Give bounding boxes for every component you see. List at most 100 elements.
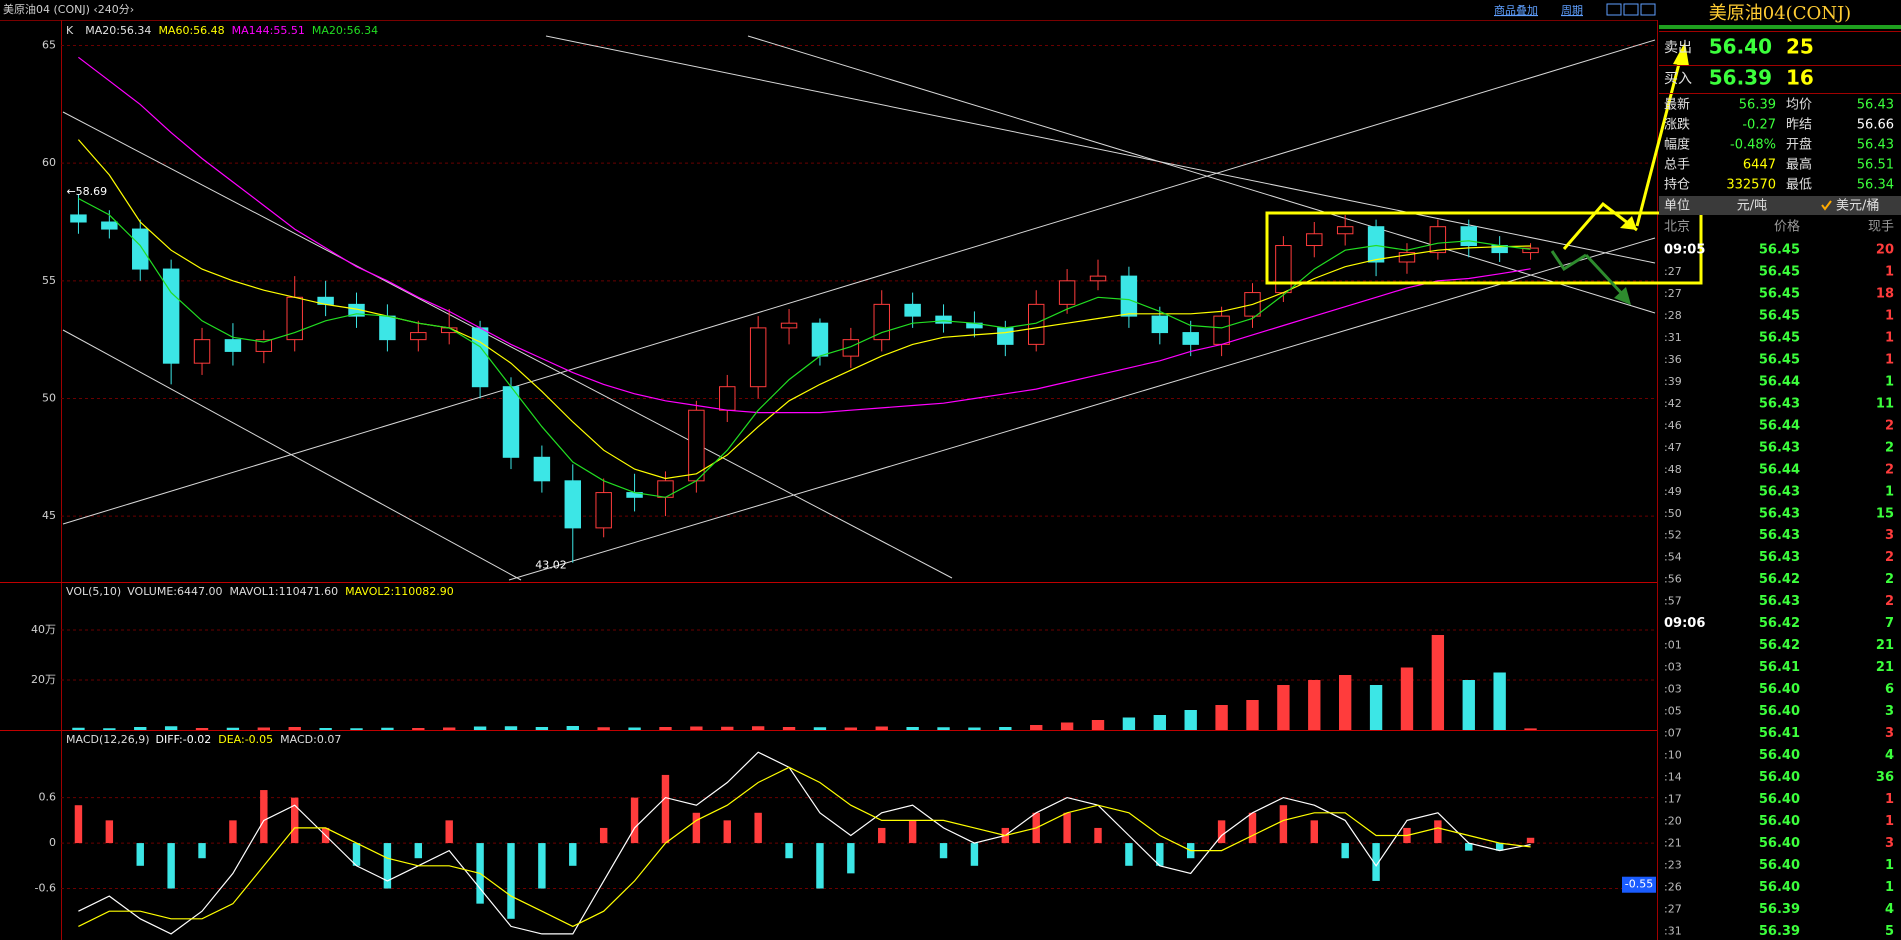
- tick-volume: 18: [1876, 286, 1894, 301]
- y-tick-label: 40万: [31, 623, 56, 636]
- book-label: 买入: [1664, 71, 1692, 87]
- candle-body: [1120, 275, 1138, 317]
- y-tick-label: 0.6: [39, 791, 57, 804]
- indicator-line: [78, 197, 1531, 498]
- check-icon[interactable]: [1821, 200, 1832, 211]
- macd-bar: [260, 790, 268, 844]
- tick-time: :31: [1664, 331, 1682, 344]
- tick-volume: 3: [1885, 704, 1894, 719]
- volume-bar: [443, 727, 456, 730]
- tick-volume: 4: [1885, 748, 1894, 763]
- unit-option[interactable]: 元/吨: [1737, 199, 1767, 214]
- macd-bar: [1310, 820, 1318, 844]
- macd-bar: [1094, 827, 1102, 844]
- stat-value: 56.43: [1857, 138, 1894, 153]
- tick-time: :03: [1664, 661, 1682, 674]
- tick-price: 56.43: [1759, 440, 1800, 455]
- stat-label: 开盘: [1786, 137, 1812, 153]
- tick-time: 09:05: [1664, 243, 1705, 258]
- tick-time: :03: [1664, 683, 1682, 696]
- tick-volume: 2: [1885, 462, 1894, 477]
- stat-value: -0.48%: [1730, 138, 1776, 153]
- candle-body: [1089, 275, 1107, 282]
- unit-bar: [1659, 196, 1901, 215]
- overlay-link[interactable]: 商品叠加: [1494, 3, 1538, 17]
- legend-entry: MA20:56.34: [312, 24, 378, 37]
- stat-value: -0.27: [1742, 118, 1776, 133]
- value-marker-label: -0.55: [1625, 878, 1653, 891]
- tick-price: 56.42: [1759, 638, 1800, 653]
- candle-body: [780, 322, 798, 329]
- volume-bar: [813, 727, 827, 730]
- volume-bar: [844, 727, 858, 730]
- y-tick-label: -0.6: [35, 882, 56, 895]
- candle-body: [997, 327, 1014, 345]
- stat-value: 56.34: [1857, 178, 1894, 193]
- trend-line: [62, 39, 1656, 525]
- macd-bar: [754, 812, 762, 844]
- tick-price: 56.45: [1759, 243, 1800, 258]
- indicator-line: [78, 766, 1531, 928]
- tick-time: :28: [1664, 309, 1682, 322]
- macd-bar: [1156, 843, 1164, 866]
- tick-volume: 3: [1885, 836, 1894, 851]
- candle-body: [379, 315, 396, 341]
- macd-bar: [878, 827, 886, 844]
- volume-bar: [782, 727, 796, 730]
- book-size: 25: [1786, 35, 1814, 59]
- y-tick-label: 45: [42, 509, 56, 522]
- button[interactable]: [1606, 3, 1622, 16]
- tick-time: :27: [1664, 902, 1682, 915]
- tick-time: :42: [1664, 397, 1682, 410]
- volume-bar: [690, 726, 703, 730]
- period-link[interactable]: 周期: [1561, 4, 1583, 17]
- instrument-title: 美原油04(CONJ): [1709, 3, 1851, 24]
- candle-body: [1213, 315, 1230, 345]
- macd-bar: [1341, 843, 1349, 859]
- column-header: 价格: [1774, 219, 1800, 235]
- volume-bar: [937, 727, 950, 730]
- button[interactable]: [1640, 3, 1656, 16]
- column-header: 现手: [1868, 220, 1894, 235]
- macd-bar: [661, 774, 670, 844]
- arrow-path: [1635, 55, 1683, 227]
- volume-bar: [1308, 680, 1321, 730]
- button[interactable]: [1623, 3, 1639, 16]
- candle-body: [935, 315, 952, 324]
- tick-time: :14: [1664, 771, 1682, 784]
- volume-bar: [1431, 635, 1445, 730]
- macd-bar: [198, 843, 206, 859]
- arrow-head: [1620, 216, 1637, 230]
- volume-bar: [1524, 728, 1537, 730]
- tick-volume: 1: [1885, 352, 1894, 367]
- arrow-head: [1614, 287, 1631, 305]
- tick-time: :48: [1664, 463, 1682, 476]
- tick-volume: 6: [1885, 682, 1894, 697]
- tick-time: :31: [1664, 924, 1682, 937]
- tick-time: :39: [1664, 375, 1682, 388]
- tick-volume: 1: [1885, 792, 1894, 807]
- volume-bar: [72, 727, 85, 730]
- unit-option[interactable]: 美元/桶: [1836, 199, 1879, 214]
- legend-entry: VOLUME:6447.00: [127, 585, 222, 598]
- macd-bar: [445, 820, 453, 844]
- stat-label: 最高: [1786, 157, 1812, 173]
- tick-time: :54: [1664, 551, 1682, 564]
- tick-price: 56.45: [1759, 352, 1800, 367]
- candle-body: [749, 327, 767, 388]
- legend-entry: MA144:55.51: [232, 24, 305, 37]
- candle-body: [286, 296, 303, 341]
- stat-value: 56.39: [1739, 98, 1776, 113]
- legend-entry: DEA:-0.05: [218, 733, 273, 746]
- candle-body: [811, 322, 829, 357]
- volume-bar: [1277, 685, 1290, 730]
- tick-volume: 7: [1885, 616, 1894, 631]
- volume-bar: [1122, 717, 1136, 730]
- candle-body: [1182, 332, 1199, 345]
- volume-bar: [751, 726, 765, 730]
- stat-label: 涨跌: [1664, 117, 1690, 133]
- candle-body: [1275, 245, 1292, 294]
- book-label: 卖出: [1664, 40, 1692, 56]
- tick-time: :36: [1664, 353, 1682, 366]
